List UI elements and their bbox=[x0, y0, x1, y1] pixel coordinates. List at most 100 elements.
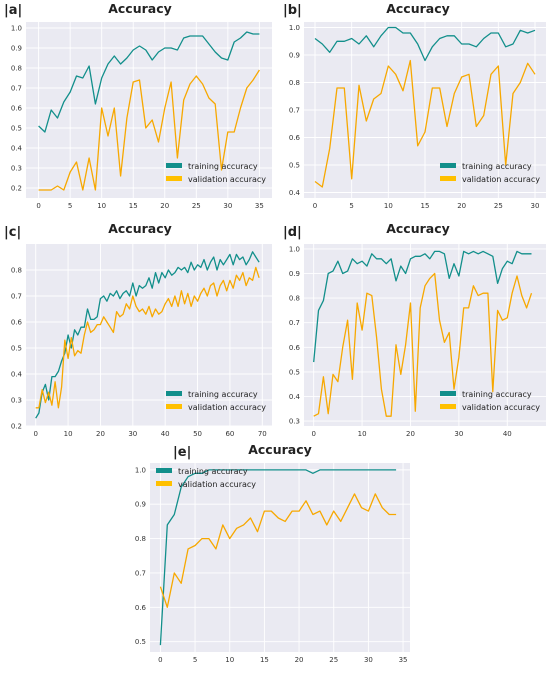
y-tick-label: 0.5 bbox=[11, 125, 22, 133]
x-tick-label: 40 bbox=[161, 430, 170, 438]
legend-label-training: training accuracy bbox=[188, 162, 258, 171]
x-tick-label: 25 bbox=[494, 202, 503, 210]
validation-accuracy-line bbox=[159, 493, 397, 608]
y-tick-label: 0.6 bbox=[11, 105, 23, 113]
y-tick-label: 0.2 bbox=[11, 423, 22, 431]
y-tick-label: 0.5 bbox=[11, 345, 22, 353]
y-tick-label: 0.7 bbox=[289, 107, 300, 115]
x-tick-label: 60 bbox=[225, 430, 234, 438]
legend-swatch-training bbox=[156, 468, 172, 473]
y-tick-label: 0.9 bbox=[135, 501, 146, 509]
chart-title: Accuracy bbox=[386, 1, 450, 16]
legend-swatch-training bbox=[166, 163, 182, 168]
y-tick-label: 0.5 bbox=[289, 368, 300, 376]
validation-accuracy-line bbox=[35, 266, 260, 409]
chart-title: Accuracy bbox=[386, 221, 450, 236]
x-tick-label: 30 bbox=[531, 202, 540, 210]
x-tick-label: 20 bbox=[96, 430, 105, 438]
chart-panel-c: |c| Accuracy 0.2 0.3 0.4 0.5 0.6 0.7 0.8 0 10 20 30 4… bbox=[4, 221, 272, 438]
y-tick-label: 1.0 bbox=[289, 245, 300, 253]
y-tick-label: 0.8 bbox=[289, 295, 300, 303]
legend-swatch-validation bbox=[166, 404, 182, 409]
x-tick-label: 70 bbox=[258, 430, 267, 438]
x-tick-label: 15 bbox=[260, 656, 269, 664]
legend-swatch-training bbox=[166, 391, 182, 396]
chart-title: Accuracy bbox=[108, 221, 172, 236]
x-tick-label: 10 bbox=[384, 202, 393, 210]
y-tick-label: 0.6 bbox=[289, 344, 301, 352]
y-tick-label: 0.8 bbox=[289, 79, 300, 87]
legend-label-validation: validation accuracy bbox=[462, 403, 540, 412]
plot-area bbox=[26, 244, 272, 426]
y-tick-label: 0.4 bbox=[11, 371, 23, 379]
x-tick-label: 0 bbox=[36, 202, 40, 210]
x-tick-label: 35 bbox=[255, 202, 264, 210]
plot-area bbox=[150, 463, 410, 652]
panel-label: |e| bbox=[173, 445, 191, 460]
chart-title: Accuracy bbox=[108, 1, 172, 16]
legend-label-training: training accuracy bbox=[462, 390, 532, 399]
legend-swatch-training bbox=[440, 391, 456, 396]
y-tick-label: 1.0 bbox=[11, 25, 22, 33]
validation-accuracy-line bbox=[38, 69, 260, 191]
y-tick-label: 0.4 bbox=[11, 145, 23, 153]
x-tick-label: 25 bbox=[329, 656, 338, 664]
y-tick-label: 0.7 bbox=[11, 85, 22, 93]
x-tick-label: 0 bbox=[313, 202, 317, 210]
y-tick-label: 0.4 bbox=[289, 189, 301, 197]
y-tick-label: 0.3 bbox=[11, 397, 22, 405]
training-accuracy-line bbox=[38, 31, 260, 133]
panel-label: |b| bbox=[283, 3, 302, 18]
x-tick-label: 10 bbox=[97, 202, 106, 210]
x-tick-label: 20 bbox=[457, 202, 466, 210]
x-tick-label: 5 bbox=[68, 202, 72, 210]
training-accuracy-line bbox=[159, 469, 397, 646]
chart-panel-b: |b| Accuracy 0.4 0.5 0.6 0.7 0.8 0.9 1.0 0 5 10 15 20… bbox=[283, 1, 546, 210]
x-tick-label: 5 bbox=[193, 656, 197, 664]
y-tick-label: 0.3 bbox=[289, 418, 300, 426]
y-tick-label: 0.6 bbox=[11, 319, 23, 327]
y-tick-label: 0.8 bbox=[11, 65, 22, 73]
x-tick-label: 10 bbox=[358, 430, 367, 438]
y-tick-label: 0.4 bbox=[289, 393, 301, 401]
legend-swatch-validation bbox=[156, 481, 172, 486]
x-tick-label: 0 bbox=[311, 430, 315, 438]
panel-label: |a| bbox=[4, 3, 22, 18]
legend-label-validation: validation accuracy bbox=[462, 175, 540, 184]
x-tick-label: 30 bbox=[223, 202, 232, 210]
legend-label-training: training accuracy bbox=[178, 467, 248, 476]
y-tick-label: 0.9 bbox=[11, 45, 22, 53]
chart-title: Accuracy bbox=[248, 442, 312, 457]
x-tick-label: 30 bbox=[454, 430, 463, 438]
legend-swatch-validation bbox=[440, 176, 456, 181]
x-tick-label: 0 bbox=[158, 656, 162, 664]
chart-panel-e: |e| Accuracy 0.5 0.6 0.7 0.8 0.9 1.0 0 5 10 15 20 25 3… bbox=[135, 442, 410, 664]
legend-swatch-validation bbox=[166, 176, 182, 181]
y-tick-label: 1.0 bbox=[289, 24, 300, 32]
legend-label-validation: validation accuracy bbox=[188, 175, 266, 184]
legend-label-validation: validation accuracy bbox=[178, 480, 256, 489]
y-tick-label: 0.6 bbox=[135, 604, 147, 612]
x-tick-label: 5 bbox=[349, 202, 353, 210]
x-tick-label: 10 bbox=[64, 430, 73, 438]
x-tick-label: 15 bbox=[129, 202, 138, 210]
legend-swatch-validation bbox=[440, 404, 456, 409]
training-accuracy-line bbox=[314, 26, 536, 62]
y-tick-label: 0.3 bbox=[11, 165, 22, 173]
x-tick-label: 40 bbox=[503, 430, 512, 438]
validation-accuracy-line bbox=[313, 272, 533, 417]
x-tick-label: 20 bbox=[406, 430, 415, 438]
y-tick-label: 0.5 bbox=[289, 162, 300, 170]
legend-label-training: training accuracy bbox=[462, 162, 532, 171]
x-tick-label: 50 bbox=[193, 430, 202, 438]
chart-panel-d: |d| Accuracy 0.3 0.4 0.5 0.6 0.7 0.8 0.9 1.0 0 10 20… bbox=[283, 221, 546, 438]
validation-accuracy-line bbox=[314, 59, 536, 188]
x-tick-label: 10 bbox=[225, 656, 234, 664]
y-tick-label: 0.7 bbox=[289, 319, 300, 327]
training-accuracy-line bbox=[35, 251, 260, 419]
y-tick-label: 1.0 bbox=[135, 466, 146, 474]
x-tick-label: 20 bbox=[160, 202, 169, 210]
y-tick-label: 0.9 bbox=[289, 52, 300, 60]
y-tick-label: 0.5 bbox=[135, 638, 146, 646]
